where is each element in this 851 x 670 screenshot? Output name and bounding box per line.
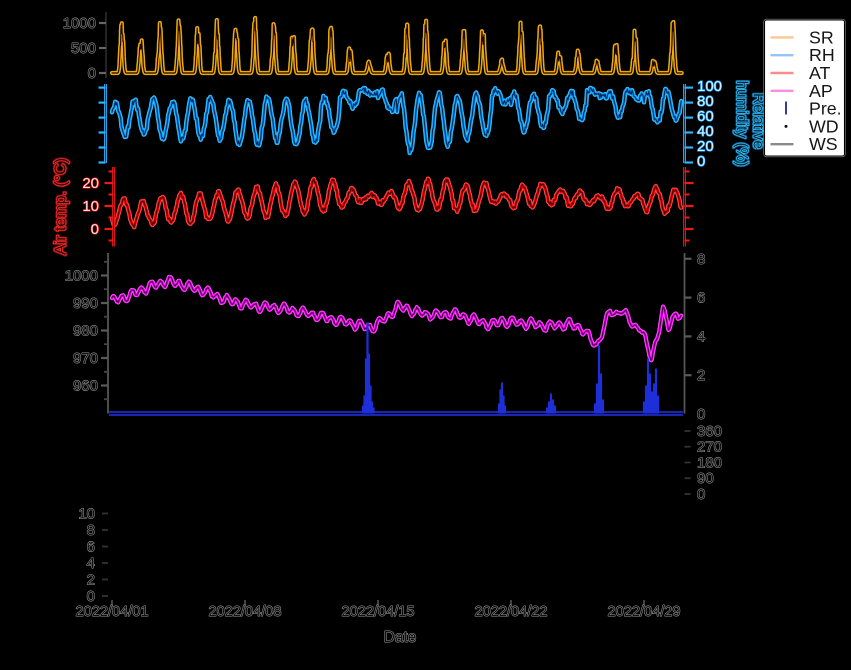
svg-text:2022/04/08: 2022/04/08	[208, 604, 281, 620]
svg-text:980: 980	[73, 323, 98, 340]
svg-text:0: 0	[697, 406, 705, 423]
svg-text:AP: AP	[809, 81, 833, 101]
svg-text:1000: 1000	[63, 15, 96, 32]
svg-text:90: 90	[697, 470, 714, 487]
svg-text:960: 960	[73, 378, 98, 395]
svg-text:0: 0	[697, 486, 705, 503]
svg-text:Date: Date	[384, 629, 417, 646]
svg-text:Relative: Relative	[750, 93, 767, 149]
svg-text:270: 270	[697, 439, 722, 456]
svg-text:4: 4	[87, 555, 95, 572]
svg-text:RH: RH	[809, 45, 835, 65]
svg-text:WD: WD	[809, 116, 839, 136]
svg-text:500: 500	[71, 40, 96, 57]
svg-text:2: 2	[87, 572, 95, 589]
svg-text:Air temp. (°C): Air temp. (°C)	[53, 158, 70, 255]
svg-text:humidity (%): humidity (%)	[733, 80, 750, 166]
svg-text:WS: WS	[809, 134, 838, 154]
svg-text:6: 6	[697, 290, 705, 307]
svg-text:2022/04/01: 2022/04/01	[75, 604, 148, 620]
svg-text:0: 0	[87, 588, 95, 605]
svg-text:60: 60	[697, 108, 714, 125]
svg-text:360: 360	[697, 423, 722, 440]
svg-text:20: 20	[697, 138, 714, 155]
svg-text:2022/04/22: 2022/04/22	[474, 604, 547, 620]
svg-text:0: 0	[697, 153, 705, 170]
svg-text:40: 40	[697, 123, 714, 140]
svg-text:AT: AT	[809, 63, 831, 83]
svg-text:970: 970	[73, 350, 98, 367]
svg-text:6: 6	[87, 539, 95, 556]
svg-text:2022/04/15: 2022/04/15	[341, 604, 414, 620]
svg-text:1000: 1000	[65, 268, 98, 285]
svg-text:2022/04/29: 2022/04/29	[607, 604, 680, 620]
svg-text:4: 4	[697, 328, 705, 345]
svg-text:80: 80	[697, 93, 714, 110]
svg-text:180: 180	[697, 455, 722, 472]
svg-text:humidity (%): humidity (%)	[733, 80, 750, 166]
svg-text:0: 0	[88, 65, 96, 82]
svg-text:Air temp. (°C): Air temp. (°C)	[53, 158, 70, 255]
svg-text:20: 20	[82, 175, 99, 192]
svg-text:10: 10	[78, 506, 95, 523]
svg-text:10: 10	[82, 198, 99, 215]
svg-text:8: 8	[697, 251, 705, 268]
svg-text:100: 100	[697, 78, 722, 95]
svg-text:2: 2	[697, 367, 705, 384]
svg-text:Relative: Relative	[750, 93, 767, 149]
svg-text:SR: SR	[809, 27, 834, 47]
svg-text:8: 8	[87, 522, 95, 539]
svg-text:Pre.: Pre.	[809, 99, 842, 119]
svg-text:0: 0	[91, 221, 99, 238]
svg-text:990: 990	[73, 295, 98, 312]
